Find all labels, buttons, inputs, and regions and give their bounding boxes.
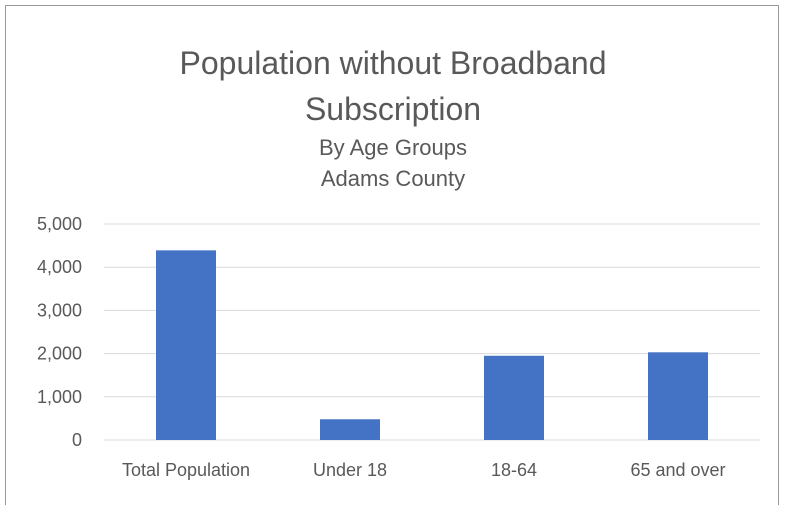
bars [156, 250, 708, 440]
x-tick-label: Under 18 [313, 460, 387, 480]
y-tick-label: 3,000 [37, 300, 82, 320]
y-tick-label: 2,000 [37, 344, 82, 364]
x-tick-label: 18-64 [491, 460, 537, 480]
bar [320, 419, 380, 440]
chart-subtitle-age-groups: By Age Groups [319, 135, 467, 160]
chart-title: Population without Broadband Subscriptio… [179, 45, 607, 127]
chart-title-block: Population without Broadband Subscriptio… [0, 40, 786, 194]
bar [648, 352, 708, 440]
chart-subtitle-county: Adams County [320, 166, 466, 191]
y-tick-label: 5,000 [37, 214, 82, 234]
x-axis-tick-labels: Total Population Under 18 18-64 65 and over [122, 460, 726, 480]
x-tick-label: 65 and over [630, 460, 725, 480]
y-tick-label: 0 [72, 430, 82, 450]
bar [156, 250, 216, 440]
y-tick-label: 1,000 [37, 387, 82, 407]
y-axis-tick-labels: 0 1,000 2,000 3,000 4,000 5,000 [37, 214, 82, 450]
bar [484, 355, 544, 440]
x-tick-label: Total Population [122, 460, 250, 480]
y-tick-label: 4,000 [37, 257, 82, 277]
